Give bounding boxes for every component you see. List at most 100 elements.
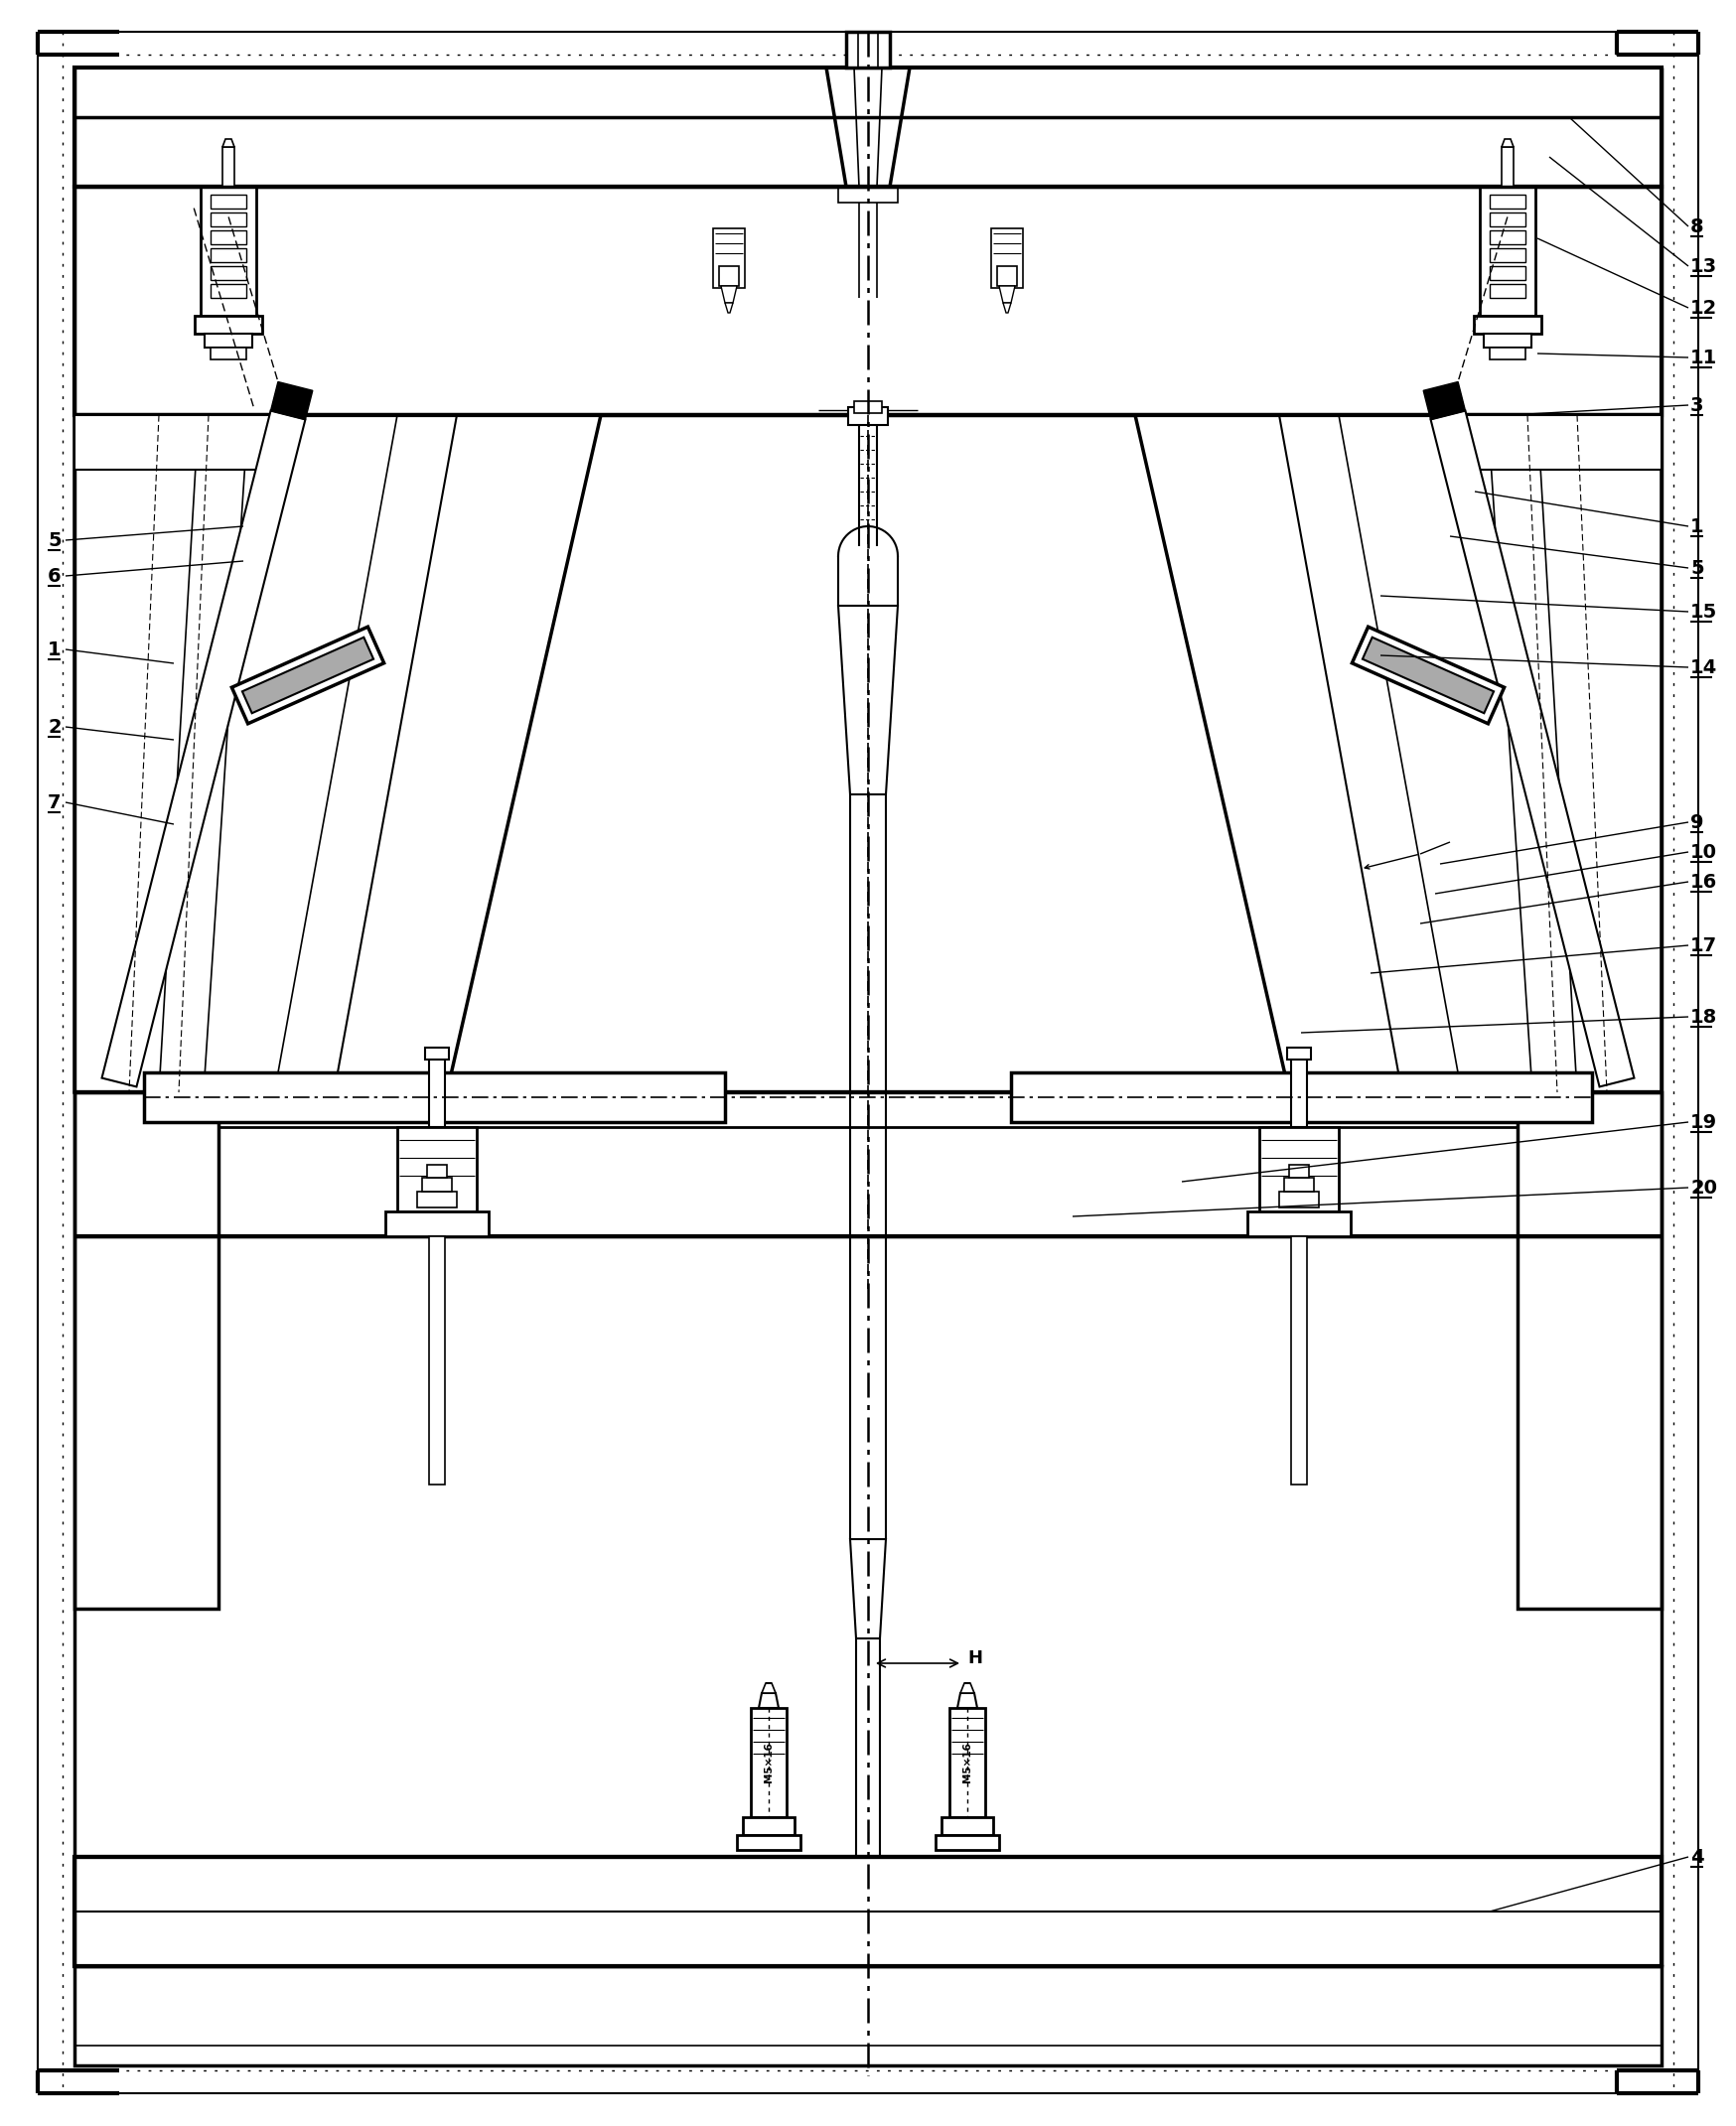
Bar <box>713 227 745 287</box>
Text: 13: 13 <box>1691 257 1717 276</box>
Bar <box>1248 1212 1351 1237</box>
Bar <box>1259 1127 1338 1212</box>
Bar <box>838 187 898 202</box>
Polygon shape <box>1363 638 1493 712</box>
Bar <box>422 1178 451 1191</box>
Polygon shape <box>75 415 601 1093</box>
Bar <box>1502 147 1514 187</box>
Text: 6: 6 <box>47 566 61 585</box>
Text: 5: 5 <box>47 532 61 551</box>
Bar <box>1292 1052 1307 1127</box>
Text: 1: 1 <box>1691 517 1703 536</box>
Text: 9: 9 <box>1691 812 1703 831</box>
Bar <box>75 187 1661 415</box>
Bar <box>75 1093 219 1609</box>
Bar <box>201 187 257 317</box>
Text: 2: 2 <box>47 716 61 736</box>
Bar <box>1285 1178 1314 1191</box>
Text: H: H <box>967 1650 983 1667</box>
Bar <box>1489 213 1526 225</box>
Bar <box>854 402 882 412</box>
Bar <box>210 347 247 359</box>
Polygon shape <box>222 138 234 147</box>
Text: 12: 12 <box>1691 298 1717 317</box>
Polygon shape <box>720 287 736 302</box>
Bar <box>1484 334 1531 347</box>
Bar <box>1489 230 1526 244</box>
Bar <box>429 1052 444 1127</box>
Bar <box>996 266 1017 287</box>
Text: 16: 16 <box>1691 872 1717 891</box>
Polygon shape <box>726 302 733 313</box>
Bar <box>1286 1048 1311 1059</box>
Bar <box>845 32 891 68</box>
Bar <box>194 317 262 334</box>
Bar <box>75 68 1661 187</box>
Text: M5×16: M5×16 <box>764 1743 774 1784</box>
Bar <box>1010 1072 1592 1123</box>
Bar <box>941 1818 993 1835</box>
Bar <box>427 1165 446 1178</box>
Bar <box>210 230 247 244</box>
Bar <box>75 1856 1661 1967</box>
Bar <box>75 1967 1661 2066</box>
Bar <box>417 1191 457 1208</box>
Bar <box>205 334 252 347</box>
Text: 5: 5 <box>1691 559 1703 578</box>
Polygon shape <box>1003 302 1010 313</box>
Polygon shape <box>851 1539 885 1639</box>
Text: 14: 14 <box>1691 657 1717 676</box>
Bar <box>210 213 247 225</box>
Bar <box>736 1835 800 1850</box>
Text: 11: 11 <box>1691 349 1717 368</box>
Bar <box>743 1818 795 1835</box>
Polygon shape <box>759 1692 779 1707</box>
Polygon shape <box>762 1684 776 1692</box>
Bar <box>425 1048 450 1059</box>
Text: 19: 19 <box>1691 1112 1717 1131</box>
Bar <box>1479 187 1535 317</box>
Bar <box>144 1072 726 1123</box>
Bar <box>1489 249 1526 261</box>
Text: M5×16: M5×16 <box>962 1743 972 1784</box>
Text: 7: 7 <box>47 793 61 812</box>
Polygon shape <box>1502 138 1514 147</box>
Polygon shape <box>838 606 898 795</box>
Text: 15: 15 <box>1691 602 1717 621</box>
Text: 17: 17 <box>1691 935 1717 955</box>
Bar <box>1463 415 1661 470</box>
Bar <box>1489 266 1526 281</box>
Bar <box>1290 1165 1309 1178</box>
Bar <box>75 415 273 470</box>
Text: 3: 3 <box>1691 395 1703 415</box>
Polygon shape <box>1352 627 1505 723</box>
Bar <box>398 1127 477 1212</box>
Bar <box>1489 196 1526 208</box>
Polygon shape <box>271 383 312 419</box>
Bar <box>429 1237 444 1484</box>
Bar <box>719 266 740 287</box>
Bar <box>1517 1093 1661 1609</box>
Polygon shape <box>1135 415 1661 1093</box>
Text: 10: 10 <box>1691 842 1717 861</box>
Bar <box>210 285 247 298</box>
Polygon shape <box>957 1692 977 1707</box>
Bar <box>1489 347 1526 359</box>
Bar <box>849 406 887 425</box>
Text: 1: 1 <box>47 640 61 659</box>
Text: 4: 4 <box>1691 1847 1703 1867</box>
Polygon shape <box>1424 383 1465 419</box>
Bar <box>210 196 247 208</box>
Text: 8: 8 <box>1691 217 1703 236</box>
Bar <box>1474 317 1542 334</box>
Bar <box>385 1212 488 1237</box>
Polygon shape <box>960 1684 974 1692</box>
Polygon shape <box>1000 287 1016 302</box>
Bar <box>950 1707 986 1818</box>
Bar <box>1279 1191 1319 1208</box>
Text: 20: 20 <box>1691 1178 1717 1197</box>
Bar <box>222 147 234 187</box>
Polygon shape <box>243 638 373 712</box>
Bar <box>750 1707 786 1818</box>
Bar <box>1292 1237 1307 1484</box>
